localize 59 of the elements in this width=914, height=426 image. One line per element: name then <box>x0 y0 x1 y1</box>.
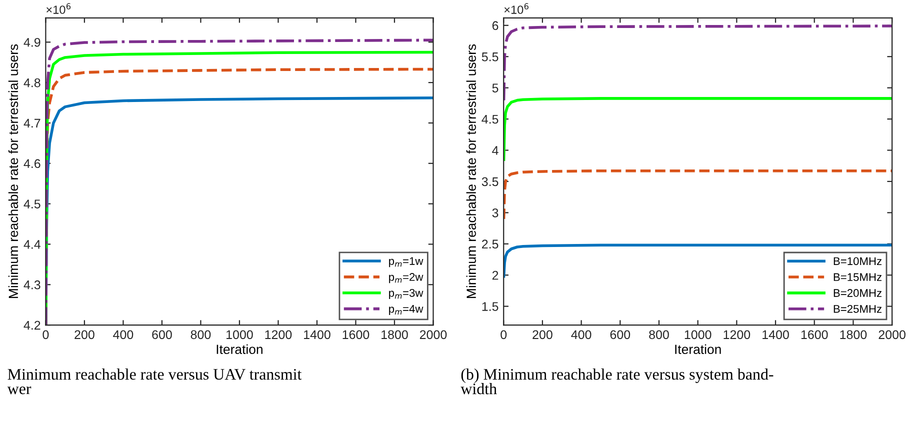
x-tick-label: 1600 <box>342 330 370 340</box>
x-tick-label: 1400 <box>304 330 330 340</box>
y-tick-label: 4.4 <box>24 240 40 249</box>
legend-label: p$_{m}$=4w <box>389 305 424 315</box>
y-tick-label: 2.5 <box>482 240 498 249</box>
y-tick-label: 3 <box>492 208 498 218</box>
x-tick-label: 1200 <box>724 330 750 340</box>
x-tick-label: 0 <box>42 330 49 340</box>
x-tick-label: 1800 <box>840 330 867 340</box>
y-tick-label: 5 <box>492 84 498 92</box>
legend-label: B=25MHz <box>834 304 882 313</box>
legend-label: B=10MHz <box>834 257 882 266</box>
x-tick-label: 1000 <box>226 330 253 340</box>
y-tick-label: 4 <box>492 146 498 155</box>
x-tick-label: 400 <box>571 330 592 340</box>
text: (b) Minimum reachable rate versus system band- width <box>460 368 774 394</box>
y-tick-label: 3.5 <box>482 177 498 186</box>
text: ×10$^{6}$ <box>46 3 71 14</box>
y-tick-label: 4.7 <box>24 118 40 128</box>
x-tick-label: 400 <box>113 330 134 340</box>
x-tick-label: 1200 <box>265 330 292 340</box>
y-tick-label: 4.3 <box>24 280 40 290</box>
legend-label: B=15MHz <box>834 273 882 282</box>
line-series <box>504 97 892 161</box>
x-tick-label: 800 <box>649 330 669 340</box>
x-tick-label: 0 <box>500 330 507 340</box>
y-tick-label: 2 <box>492 270 498 280</box>
y-tick-label: 4.8 <box>24 78 40 88</box>
legend-label: p$_{m}$=3w <box>389 288 424 300</box>
x-tick-label: 1000 <box>684 330 712 340</box>
line-series <box>504 169 892 220</box>
x-tick-label: 1400 <box>762 330 789 340</box>
y-tick-label: 4.6 <box>24 159 40 168</box>
text: Minimum reachable rate versus UAV transmit wer <box>7 368 302 394</box>
y-tick-label: 4.2 <box>24 320 40 330</box>
y-tick-label: 1.5 <box>482 302 498 311</box>
x-tick-label: 600 <box>610 330 630 340</box>
y-tick-label: 4.5 <box>24 200 40 208</box>
y-axis-title: Minimum reachable rate for terrestrial users <box>466 44 476 298</box>
x-tick-label: 200 <box>532 330 552 340</box>
x-tick-label: 1600 <box>801 330 828 340</box>
y-tick-label: 4.5 <box>482 114 498 124</box>
x-axis-title: Iteration <box>675 344 721 354</box>
legend-label: p$_{m}$=1w <box>389 257 424 268</box>
y-tick-label: 5.5 <box>482 52 498 62</box>
x-tick-label: 800 <box>190 330 211 340</box>
legend-label: B=20MHz <box>834 289 882 297</box>
y-tick-label: 6 <box>492 21 498 30</box>
y-tick-label: 4.9 <box>24 38 40 47</box>
line-series <box>504 24 892 102</box>
text: ×10$^{6}$ <box>504 3 528 14</box>
x-axis-title: Iteration <box>216 344 262 354</box>
x-tick-label: 200 <box>74 330 94 340</box>
x-tick-label: 1800 <box>382 330 408 340</box>
x-tick-label: 2000 <box>420 330 447 340</box>
x-tick-label: 600 <box>152 330 172 340</box>
x-tick-label: 2000 <box>878 330 906 340</box>
legend-label: p$_{m}$=2w <box>389 273 424 284</box>
y-axis-title: Minimum reachable rate for terrestrial users <box>8 44 18 298</box>
